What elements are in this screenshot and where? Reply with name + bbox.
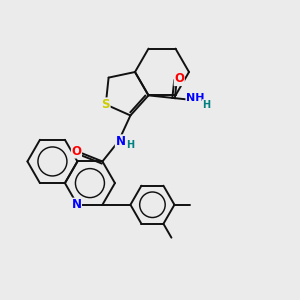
Text: O: O <box>174 73 184 85</box>
Text: O: O <box>71 145 81 158</box>
Text: N: N <box>71 198 81 211</box>
Text: H: H <box>202 100 210 110</box>
Text: N: N <box>116 135 125 148</box>
Text: S: S <box>101 98 110 111</box>
Text: H: H <box>126 140 134 150</box>
Text: NH: NH <box>186 93 205 103</box>
